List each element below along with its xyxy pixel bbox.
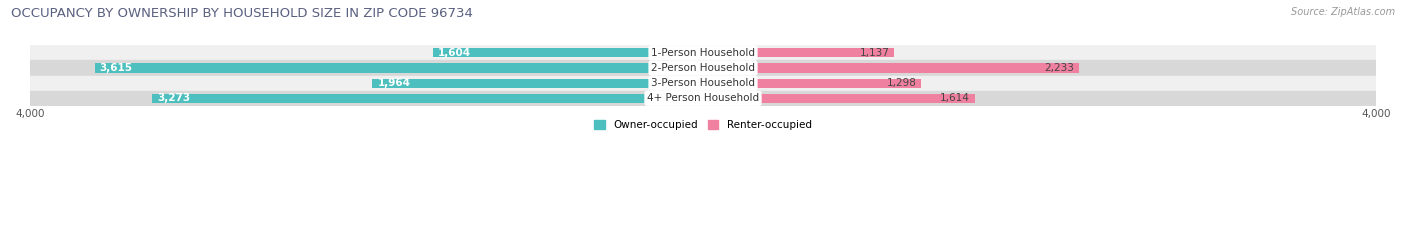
Bar (30, 45, 1376, 60)
Text: 3,273: 3,273 (157, 93, 190, 103)
Text: 1,964: 1,964 (377, 78, 411, 88)
Text: 4+ Person Household: 4+ Person Household (647, 93, 759, 103)
Bar (94, 63, 703, 72)
Text: 2-Person Household: 2-Person Household (651, 63, 755, 73)
Text: OCCUPANCY BY OWNERSHIP BY HOUSEHOLD SIZE IN ZIP CODE 96734: OCCUPANCY BY OWNERSHIP BY HOUSEHOLD SIZE… (11, 7, 474, 20)
Bar (433, 48, 703, 57)
Bar (373, 79, 703, 88)
Bar (30, 60, 1376, 75)
Legend: Owner-occupied, Renter-occupied: Owner-occupied, Renter-occupied (591, 116, 815, 134)
Text: 1,298: 1,298 (887, 78, 917, 88)
Bar (30, 91, 1376, 106)
Bar (703, 63, 1078, 72)
Text: 1,604: 1,604 (439, 48, 471, 58)
Text: 3,615: 3,615 (100, 63, 132, 73)
Text: 1-Person Household: 1-Person Household (651, 48, 755, 58)
Text: 1,137: 1,137 (859, 48, 890, 58)
Bar (703, 48, 894, 57)
Bar (30, 75, 1376, 91)
Bar (703, 94, 974, 103)
Bar (703, 79, 921, 88)
Text: 2,233: 2,233 (1043, 63, 1074, 73)
Text: 3-Person Household: 3-Person Household (651, 78, 755, 88)
Text: 1,614: 1,614 (939, 93, 970, 103)
Bar (152, 94, 703, 103)
Text: Source: ZipAtlas.com: Source: ZipAtlas.com (1291, 7, 1395, 17)
